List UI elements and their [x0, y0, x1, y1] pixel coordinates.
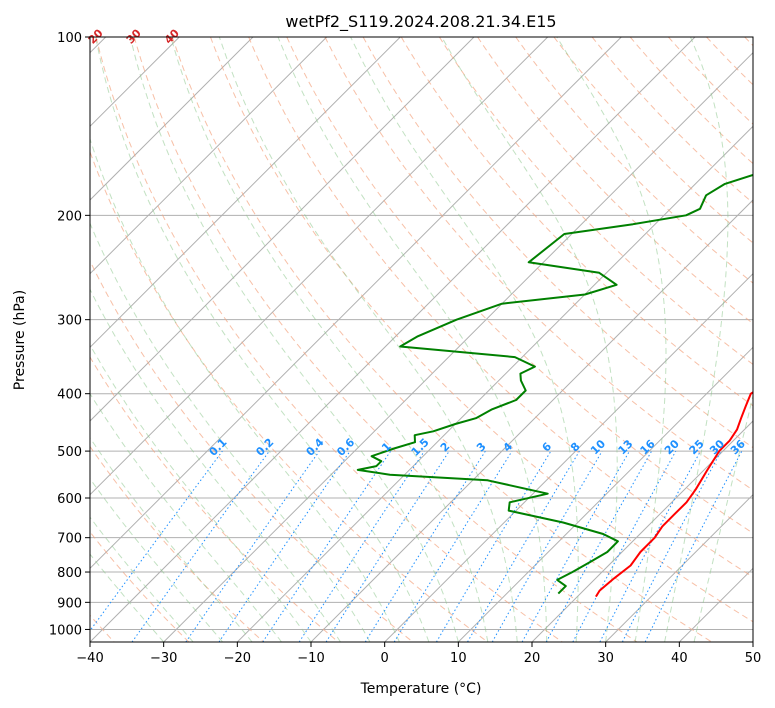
- isotherm-line: [90, 37, 696, 642]
- y-tick-label: 200: [57, 209, 82, 224]
- dry-adiabat-line: [286, 37, 753, 534]
- mixing-ratio-line: [644, 450, 743, 642]
- y-axis-title: Pressure (hPa): [12, 290, 28, 390]
- isotherm-line: [457, 346, 753, 642]
- x-tick-label: 10: [450, 651, 467, 666]
- x-tick-label: −30: [150, 651, 177, 666]
- y-tick-label: 500: [57, 445, 82, 460]
- dry-adiabat-line: [515, 37, 753, 284]
- mixing-ratio-line: [521, 450, 630, 642]
- isotherm-line: [90, 37, 549, 496]
- moist-adiabat-line: [90, 516, 194, 642]
- dewpoint-line: [356, 173, 753, 595]
- isotherm-line: [90, 37, 622, 570]
- moist-adiabat-line: [218, 37, 518, 642]
- chart-title: wetPf2_S119.2024.208.21.34.E15: [285, 12, 556, 32]
- x-tick-label: −10: [297, 651, 324, 666]
- x-tick-label: 0: [381, 651, 389, 666]
- moist-adiabat-line: [170, 37, 489, 642]
- isotherm-line: [90, 37, 254, 201]
- dry-adiabat-line: [95, 37, 563, 642]
- x-tick-label: 50: [745, 651, 762, 666]
- series-layer: [356, 173, 753, 598]
- temperature-line: [595, 391, 753, 598]
- mixing-ratio-line: [185, 450, 320, 642]
- x-tick-label: 20: [524, 651, 541, 666]
- isotherm-line: [531, 420, 753, 642]
- mixing-ratio-line: [131, 450, 270, 642]
- moist-adiabat-line: [90, 288, 341, 642]
- isotherm-line: [236, 125, 753, 642]
- background-lines: [90, 37, 753, 642]
- mixing-ratio-line: [262, 450, 392, 642]
- y-tick-label: 1000: [49, 623, 82, 638]
- mixing-ratio-line: [572, 450, 677, 642]
- isotherm-line: [605, 493, 753, 642]
- x-tick-label: 30: [597, 651, 614, 666]
- dry-adiabat-line: [90, 531, 190, 642]
- dry-adiabat-line: [553, 37, 753, 244]
- mixing-ratio-line: [298, 450, 425, 642]
- mixing-ratio-line: [393, 450, 513, 642]
- dry-adiabat-line: [90, 259, 414, 642]
- moist-adiabat-line: [90, 137, 400, 642]
- x-axis: −40 −30 −20 −10 0 10 20 30 40 50: [76, 642, 761, 666]
- y-tick-label: 300: [57, 314, 82, 329]
- dry-adiabat-line: [90, 150, 488, 642]
- moist-adiabat-line: [95, 37, 430, 642]
- x-tick-label: −40: [76, 651, 103, 666]
- isotherm-line: [90, 37, 401, 349]
- dry-adiabat-line: [171, 37, 712, 642]
- moist-adiabat-line: [441, 37, 618, 642]
- dry-adiabat-line: [400, 37, 753, 407]
- isotherm-line: [384, 272, 753, 642]
- moist-adiabat-line: [693, 394, 753, 642]
- moist-adiabat-line: [90, 343, 312, 642]
- dry-adiabat-line: [438, 37, 753, 365]
- dry-adiabat-line: [248, 37, 753, 578]
- moist-adiabat-line: [90, 553, 165, 642]
- y-tick-label: 700: [57, 532, 82, 547]
- moist-adiabat-line: [129, 37, 459, 642]
- y-tick-label: 100: [57, 31, 82, 46]
- mixing-ratio-line: [90, 450, 223, 632]
- y-tick-label: 400: [57, 388, 82, 403]
- isotherm-line: [90, 37, 475, 422]
- isotherm-line: [90, 37, 328, 275]
- moist-adiabat-line: [90, 477, 223, 642]
- x-tick-label: 40: [671, 651, 688, 666]
- moist-adiabat-line: [90, 392, 282, 642]
- y-tick-label: 800: [57, 566, 82, 581]
- x-axis-title: Temperature (°C): [360, 681, 482, 697]
- mixing-ratio-line: [218, 450, 351, 642]
- x-tick-label: −20: [224, 651, 251, 666]
- isotherm-line: [752, 641, 753, 642]
- plot-frame: [89, 36, 754, 643]
- y-axis: 100 200 300 400 500 600 700 800 900 1000: [49, 31, 90, 638]
- moist-adiabat-line: [556, 37, 667, 642]
- moist-adiabat-line: [664, 37, 729, 642]
- moist-adiabat-line: [90, 436, 253, 642]
- mixing-ratio-line: [325, 450, 450, 642]
- isotherm-line: [163, 51, 753, 642]
- dry-adiabat-line: [210, 37, 753, 623]
- moist-adiabat-line: [350, 37, 579, 642]
- dry-adiabat-line: [90, 445, 264, 642]
- moist-adiabat-line: [90, 221, 371, 642]
- y-tick-label: 600: [57, 492, 82, 507]
- plot-background: [90, 37, 753, 642]
- y-tick-label: 900: [57, 596, 82, 611]
